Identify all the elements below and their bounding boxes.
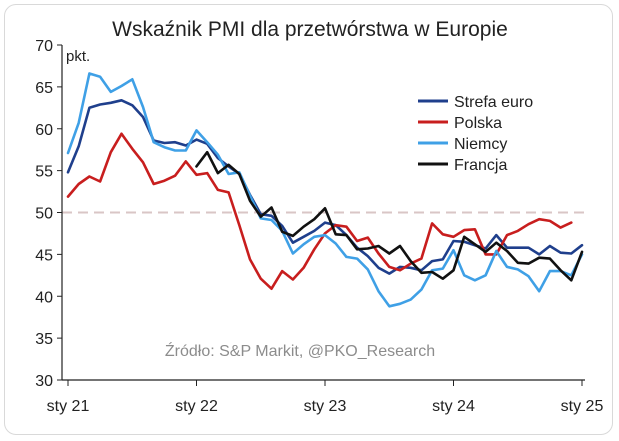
unit-label: pkt.	[66, 48, 90, 65]
y-tick-label: 70	[35, 38, 53, 55]
series-line-strefa-euro	[66, 99, 584, 275]
y-tick-label: 30	[35, 373, 53, 390]
source-note: Źródło: S&P Markit, @PKO_Research	[165, 341, 435, 360]
y-tick-label: 55	[35, 164, 53, 181]
series-line-niemcy	[66, 72, 584, 308]
legend-label-strefa-euro: Strefa euro	[454, 94, 533, 111]
legend: Strefa euro Polska Niemcy Francja	[418, 94, 533, 174]
legend-label-francja: Francja	[454, 157, 507, 174]
y-tick-label: 40	[35, 289, 53, 306]
y-tick-label: 45	[35, 247, 53, 264]
y-tick-label: 65	[35, 80, 53, 97]
x-tick-label: sty 22	[175, 398, 218, 415]
series-line-francja	[195, 150, 584, 282]
legend-label-niemcy: Niemcy	[454, 136, 507, 153]
series-lines	[66, 72, 584, 308]
axes: 30 35 40 45 50 55 60 65 70 sty 21 sty 22 sty 23 sty …	[35, 38, 603, 415]
x-tick-label: sty 21	[47, 398, 90, 415]
chart-title: Wskaźnik PMI dla przetwórstwa w Europie	[112, 18, 508, 41]
y-tick-label: 50	[35, 206, 53, 223]
x-tick-label: sty 25	[561, 398, 604, 415]
legend-label-polska: Polska	[454, 115, 502, 132]
y-tick-label: 35	[35, 331, 53, 348]
x-tick-label: sty 23	[304, 398, 347, 415]
y-tick-label: 60	[35, 122, 53, 139]
chart-card	[4, 4, 613, 435]
x-tick-label: sty 24	[432, 398, 475, 415]
series-line-polska	[66, 132, 573, 290]
